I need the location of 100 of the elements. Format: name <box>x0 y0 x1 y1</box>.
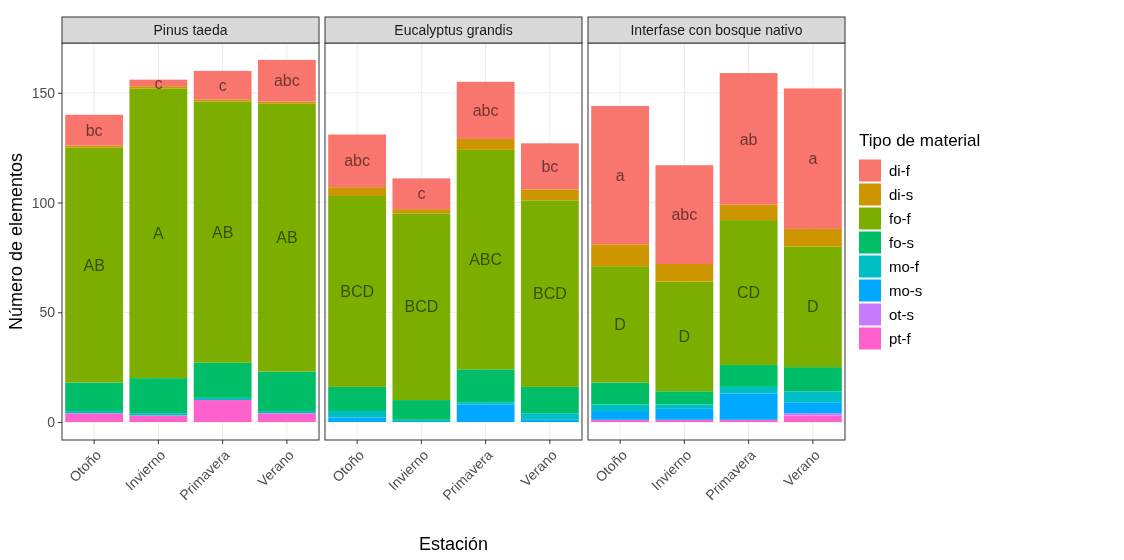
annotation: D <box>807 298 819 316</box>
annotation: c <box>417 185 426 203</box>
bar <box>591 419 650 422</box>
chart-title: Interfase con bosque nativo <box>630 21 803 38</box>
bar <box>129 378 188 414</box>
annotation: ABC <box>469 251 503 269</box>
bar <box>65 382 124 412</box>
bar <box>783 402 842 414</box>
bar <box>392 213 451 401</box>
bar <box>719 220 778 365</box>
y-tick-label: 0 <box>47 413 56 430</box>
bar <box>328 134 387 188</box>
bar <box>520 413 579 420</box>
bar <box>193 362 252 398</box>
bar <box>783 88 842 229</box>
bar <box>655 165 714 264</box>
annotation: a <box>808 150 818 168</box>
chart-title: Eucalyptus grandis <box>394 21 513 38</box>
bar <box>328 411 387 418</box>
bar <box>328 386 387 412</box>
legend-label: mo-s <box>889 281 923 299</box>
bar <box>193 397 252 401</box>
bar <box>129 413 188 416</box>
bar <box>719 419 778 422</box>
legend-label: ot-s <box>889 305 915 323</box>
bar <box>193 99 252 102</box>
annotation: abc <box>472 101 499 119</box>
bar <box>193 400 252 422</box>
bar <box>719 204 778 221</box>
bar <box>783 391 842 403</box>
bar <box>719 73 778 205</box>
bar <box>520 143 579 190</box>
bar <box>65 145 124 148</box>
bar <box>392 178 451 210</box>
bar <box>591 244 650 267</box>
bar <box>65 411 124 414</box>
bar <box>257 101 316 104</box>
bar <box>655 419 714 422</box>
annotation: abc <box>344 152 371 170</box>
bar <box>783 246 842 368</box>
annotation: D <box>678 328 691 346</box>
bar <box>783 415 842 422</box>
bar <box>456 149 515 370</box>
bar <box>655 404 714 409</box>
legend-title: Tipo de material <box>859 130 981 150</box>
annotation: a <box>615 166 625 184</box>
legend-label: pt-f <box>889 329 912 347</box>
annotation: bc <box>85 121 103 139</box>
annotation: bc <box>541 157 559 175</box>
bar <box>257 411 316 414</box>
y-tick-label: 100 <box>31 194 56 211</box>
x-axis-title: Estación <box>418 534 489 554</box>
bar <box>328 195 387 387</box>
y-tick-label: 150 <box>31 84 56 101</box>
annotation: c <box>218 76 227 94</box>
annotation: CD <box>737 284 761 302</box>
annotation: D <box>614 315 626 333</box>
bar <box>456 81 515 139</box>
bar <box>783 413 842 416</box>
bar <box>719 386 778 394</box>
bar <box>456 402 515 405</box>
bar <box>655 263 714 282</box>
bar <box>591 105 650 245</box>
bar <box>65 147 124 383</box>
bar <box>520 189 579 201</box>
bar <box>193 101 252 363</box>
bar <box>257 413 316 422</box>
chart-title: Pinus taeda <box>153 21 228 38</box>
bar <box>328 187 387 196</box>
legend-label: mo-f <box>889 257 920 275</box>
annotation: BCD <box>532 285 567 303</box>
bar <box>392 400 451 420</box>
bar <box>520 386 579 414</box>
bar <box>456 138 515 150</box>
annotation: AB <box>211 223 234 241</box>
bar <box>257 59 316 102</box>
bar <box>129 415 188 422</box>
annotation: BCD <box>404 298 439 316</box>
y-axis-title: Número de elementos <box>6 152 26 331</box>
annotation: ab <box>739 130 758 148</box>
legend-label: di-s <box>889 185 914 203</box>
annotation: abc <box>671 206 698 224</box>
bar <box>193 70 252 100</box>
bar <box>591 411 650 420</box>
annotation: AB <box>276 229 298 247</box>
bar <box>655 281 714 392</box>
bar <box>456 404 515 422</box>
legend-label: fo-f <box>889 209 912 227</box>
bar <box>65 114 124 146</box>
bar <box>591 404 650 412</box>
bar <box>655 408 714 420</box>
legend-label: fo-s <box>889 233 915 251</box>
annotation: abc <box>273 72 300 90</box>
bar <box>655 391 714 405</box>
bar <box>65 413 124 422</box>
bar <box>783 367 842 392</box>
bar <box>328 417 387 422</box>
bar <box>392 209 451 214</box>
annotation: BCD <box>340 283 375 301</box>
bar <box>456 369 515 403</box>
